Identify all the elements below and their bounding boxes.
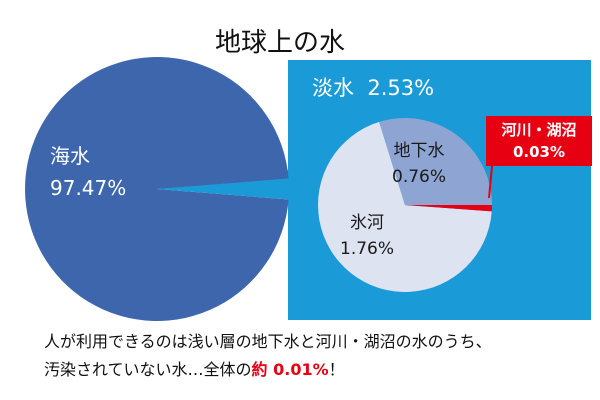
river-leader-line <box>488 165 493 199</box>
river-lake-name: 河川・湖沼 <box>501 121 577 139</box>
caption-line-2-prefix: 汚染されていない水…全体の <box>44 360 252 379</box>
caption-line-2-suffix: ！ <box>328 360 345 379</box>
caption-line-2: 汚染されていない水…全体の約 0.01%！ <box>44 356 584 384</box>
sea-name: 海水 <box>50 144 90 168</box>
freshwater-title: 淡水 2.53% <box>312 72 434 102</box>
caption-line-1: 人が利用できるのは浅い層の地下水と河川・湖沼の水のうち、 <box>44 332 492 351</box>
groundwater-name: 地下水 <box>393 141 445 161</box>
glacier-label: 氷河 1.76% <box>340 210 394 262</box>
freshwater-value: 2.53% <box>367 76 435 100</box>
groundwater-value: 0.76% <box>392 167 447 187</box>
sea-value: 97.47% <box>50 176 127 200</box>
groundwater-label: 地下水 0.76% <box>392 138 446 190</box>
pie-slice-glacier <box>317 121 492 292</box>
pie-slice-river-lake <box>405 205 492 212</box>
sea-label: 海水 97.47% <box>50 140 126 204</box>
caption: 人が利用できるのは浅い層の地下水と河川・湖沼の水のうち、 汚染されていない水…全… <box>44 328 584 384</box>
pie-slice-groundwater <box>379 118 492 205</box>
glacier-value: 1.76% <box>340 239 395 259</box>
glacier-name: 氷河 <box>350 213 384 233</box>
river-lake-label: 河川・湖沼 0.03% <box>486 116 592 166</box>
chart-title: 地球上の水 <box>214 28 345 58</box>
caption-highlight: 約 0.01% <box>251 360 329 379</box>
freshwater-name: 淡水 <box>312 76 354 100</box>
pie-slice-fresh <box>157 178 290 200</box>
river-lake-value: 0.03% <box>512 143 566 161</box>
pie-slice-sea <box>25 56 289 321</box>
